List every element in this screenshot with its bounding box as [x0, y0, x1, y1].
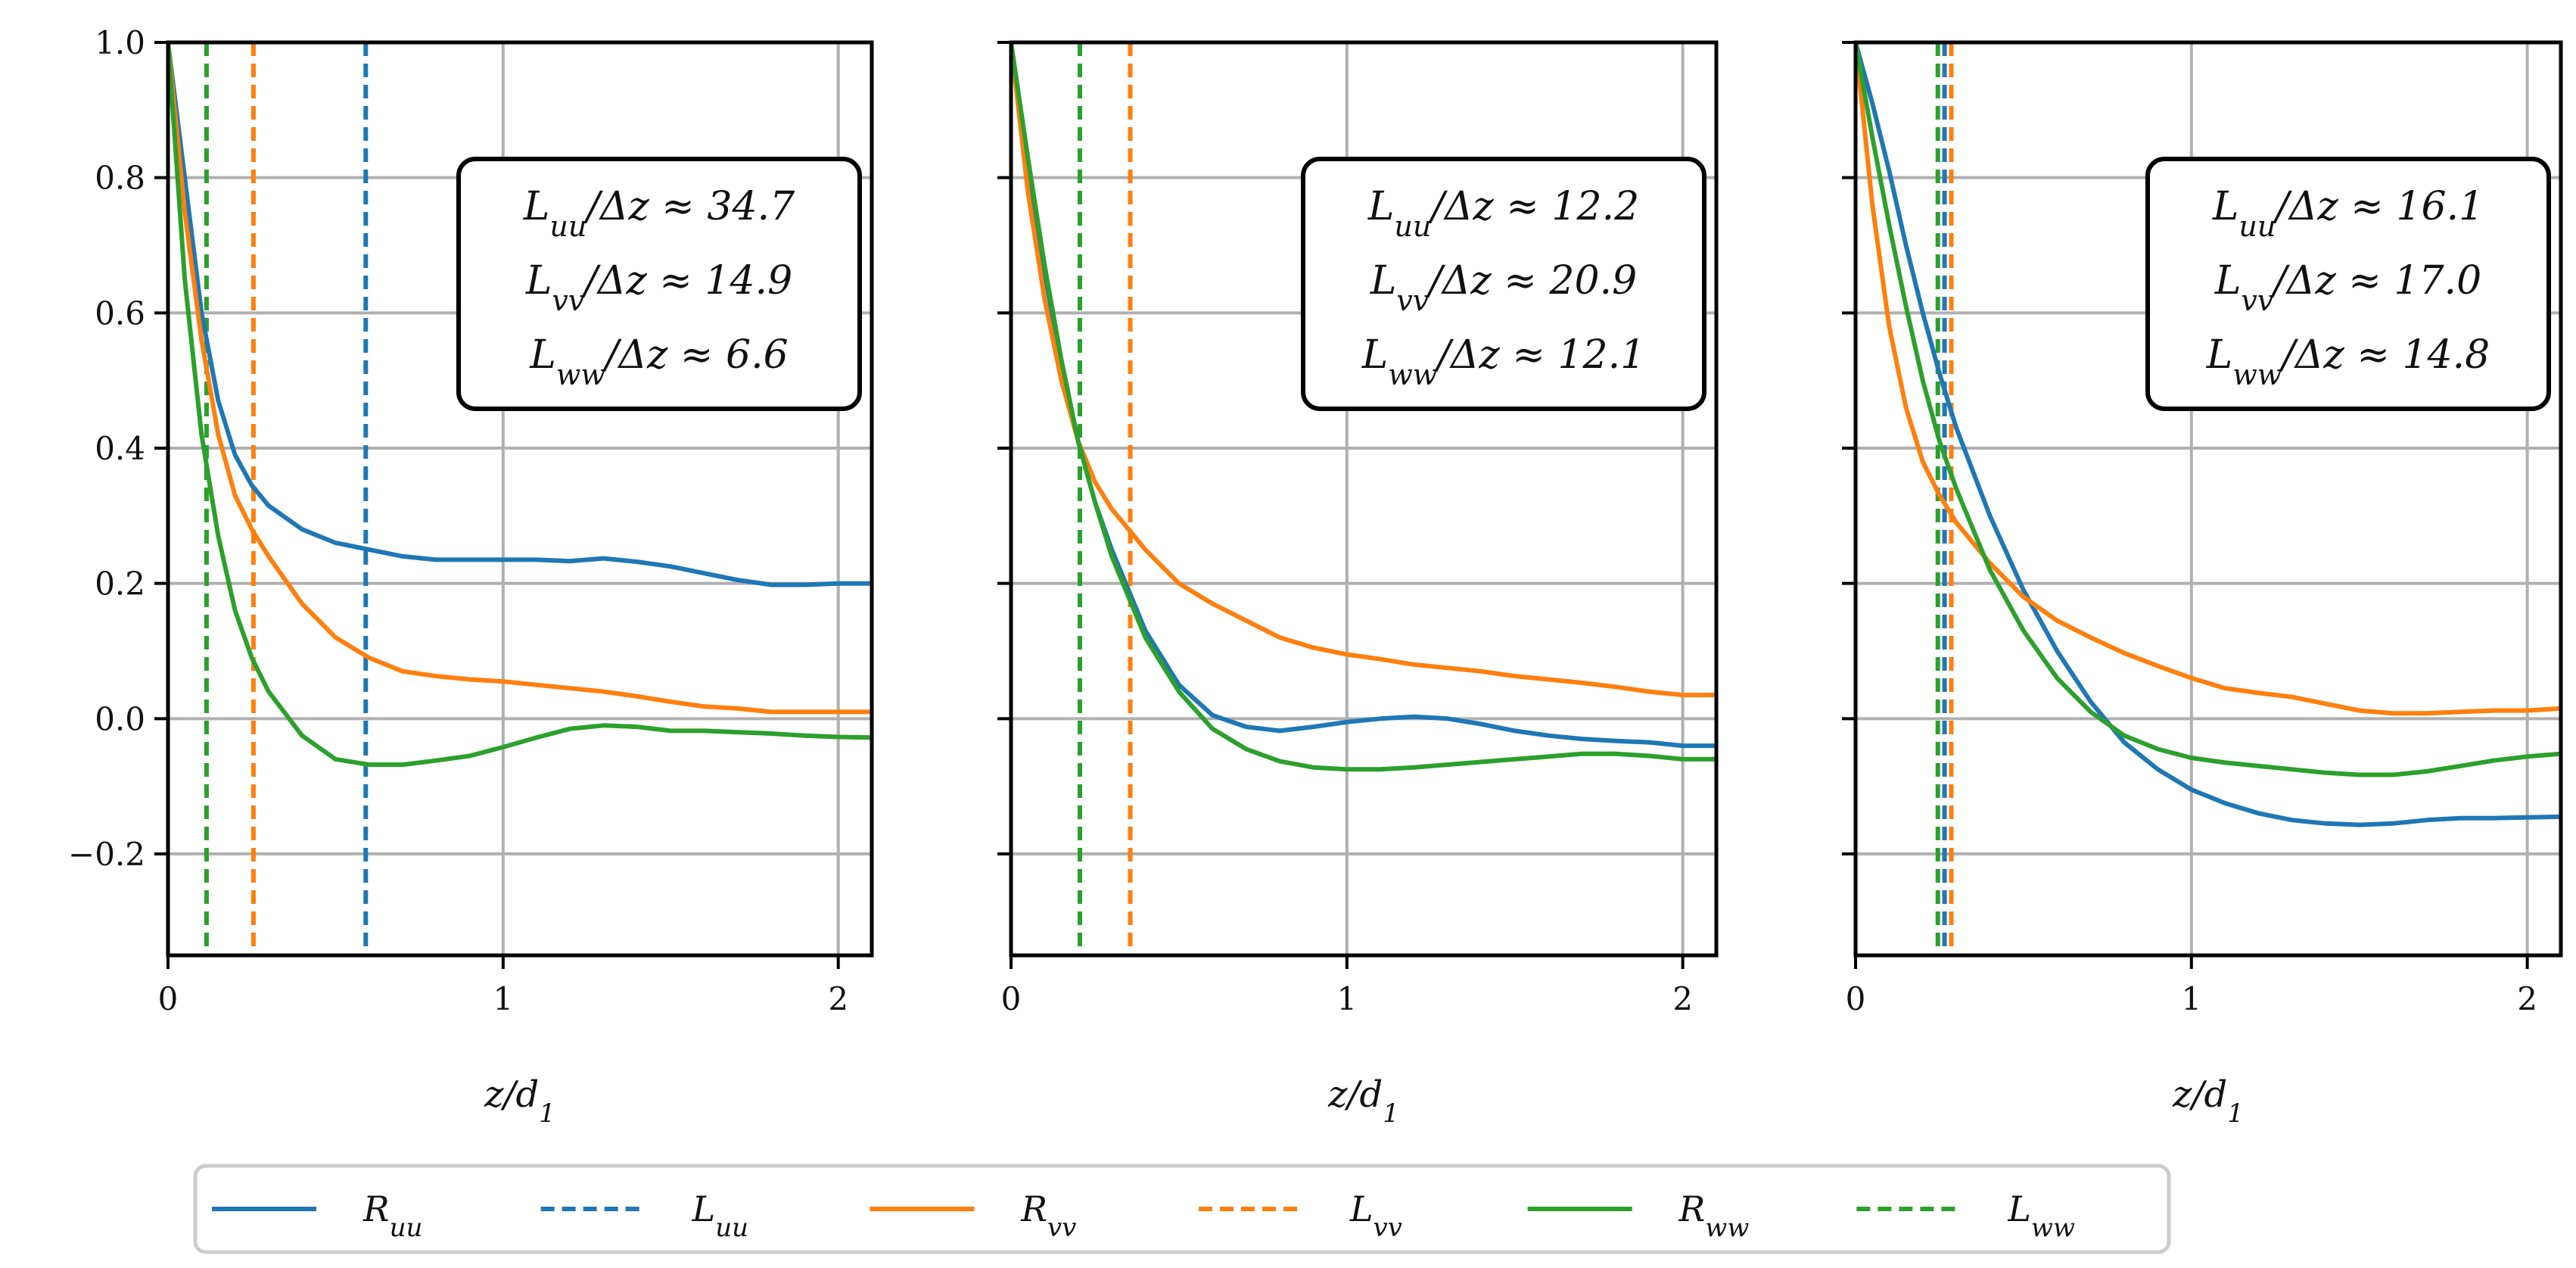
annotation-box: Luu/Δz ≈ 12.2 Lvv/Δz ≈ 20.9 Lww/Δz ≈ 12.1 — [1301, 157, 1706, 411]
annotation-box: Luu/Δz ≈ 16.1 Lvv/Δz ≈ 17.0 Lww/Δz ≈ 14.8 — [2145, 157, 2551, 411]
y-tick-label: −0.2 — [68, 836, 145, 873]
x-axis-label: z/d1 — [1327, 1073, 1399, 1129]
annotation-box: Luu/Δz ≈ 34.7 Lvv/Δz ≈ 14.9 Lww/Δz ≈ 6.6 — [456, 157, 862, 411]
annotation-frame — [1301, 157, 1706, 411]
y-tick-label: 0.8 — [95, 160, 145, 197]
x-tick-label: 0 — [158, 980, 179, 1017]
annotation-line: Luu/Δz ≈ 12.2 — [1367, 184, 1639, 243]
legend-item: Lvv — [1199, 1189, 1402, 1243]
annotation-line: Lww/Δz ≈ 12.1 — [1361, 332, 1645, 391]
series-r-ww — [1856, 42, 2561, 777]
annotation-frame — [2145, 157, 2551, 411]
axes-frame — [1853, 40, 2563, 958]
legend-item: Rvv — [870, 1189, 1076, 1243]
legend-item: Ruu — [212, 1189, 422, 1243]
legend-label: Lvv — [1349, 1189, 1402, 1243]
annotation-line: Lww/Δz ≈ 14.8 — [2206, 332, 2490, 391]
series-r-vv — [168, 42, 872, 715]
axes-frame — [1009, 40, 1719, 958]
legend-label: Rww — [1678, 1189, 1750, 1243]
legend-item: Luu — [540, 1189, 748, 1243]
annotation-frame — [456, 157, 862, 411]
series-r-ww — [168, 42, 872, 768]
x-tick-label: 1 — [1336, 980, 1357, 1017]
x-tick-label: 2 — [1672, 980, 1693, 1017]
y-tick-label: 0.4 — [95, 430, 145, 467]
axes-frame — [166, 40, 874, 958]
x-axis-label: z/d1 — [484, 1073, 555, 1129]
annotation-line: Lvv/Δz ≈ 17.0 — [2214, 258, 2481, 317]
x-axis-label: z/d1 — [2172, 1073, 2244, 1129]
series-r-uu — [168, 42, 872, 587]
panel-3: 0 1 2 z/d1 Luu/Δz ≈ 16.1 Lvv/Δz ≈ 17.0 Lww/Δz … — [1842, 40, 2563, 1129]
y-tick-label: 0.0 — [95, 700, 145, 737]
x-tick-label: 0 — [1846, 980, 1866, 1017]
annotation-line: Lww/Δz ≈ 6.6 — [529, 332, 788, 391]
legend: Ruu Luu Rvv Lvv Rww Lww — [193, 1164, 2171, 1254]
x-tick-label: 1 — [493, 980, 513, 1017]
legend-label: Luu — [692, 1189, 748, 1243]
plot-area — [168, 42, 872, 955]
annotation-line: Luu/Δz ≈ 16.1 — [2212, 184, 2484, 243]
panel-1: 0 1 2 −0.2 0.0 0.2 0.4 0.6 0.8 1.0 z/d1 Luu/Δz ≈ 34… — [68, 24, 874, 1129]
x-tick-label: 1 — [2181, 980, 2201, 1017]
series-r-ww — [1011, 42, 1716, 772]
panels: 0 1 2 −0.2 0.0 0.2 0.4 0.6 0.8 1.0 z/d1 Luu/Δz ≈ 34… — [68, 24, 2563, 1129]
x-tick-label: 2 — [2517, 980, 2537, 1017]
annotation-line: Luu/Δz ≈ 34.7 — [523, 184, 795, 243]
y-tick-label: 0.2 — [95, 565, 145, 603]
x-tick-label: 0 — [1001, 980, 1022, 1017]
legend-label: Rvv — [1020, 1189, 1076, 1243]
legend-frame — [193, 1164, 2171, 1254]
panel-2: 0 1 2 z/d1 Luu/Δz ≈ 12.2 Lvv/Δz ≈ 20.9 Lww/Δz … — [997, 40, 1719, 1129]
annotation-line: Lvv/Δz ≈ 20.9 — [1370, 258, 1637, 317]
series-r-uu — [1856, 42, 2561, 827]
plot-area — [1856, 42, 2561, 955]
legend-label: Lww — [2007, 1189, 2075, 1243]
plot-area — [1011, 42, 1716, 955]
series-r-vv — [1856, 42, 2561, 716]
y-tick-label: 1.0 — [95, 24, 145, 61]
legend-item: Rww — [1527, 1189, 1750, 1243]
y-tick-label: 0.6 — [95, 294, 145, 332]
x-tick-label: 2 — [828, 980, 848, 1017]
legend-label: Ruu — [362, 1189, 422, 1243]
annotation-line: Lvv/Δz ≈ 14.9 — [525, 258, 792, 317]
legend-item: Lww — [1856, 1189, 2075, 1243]
